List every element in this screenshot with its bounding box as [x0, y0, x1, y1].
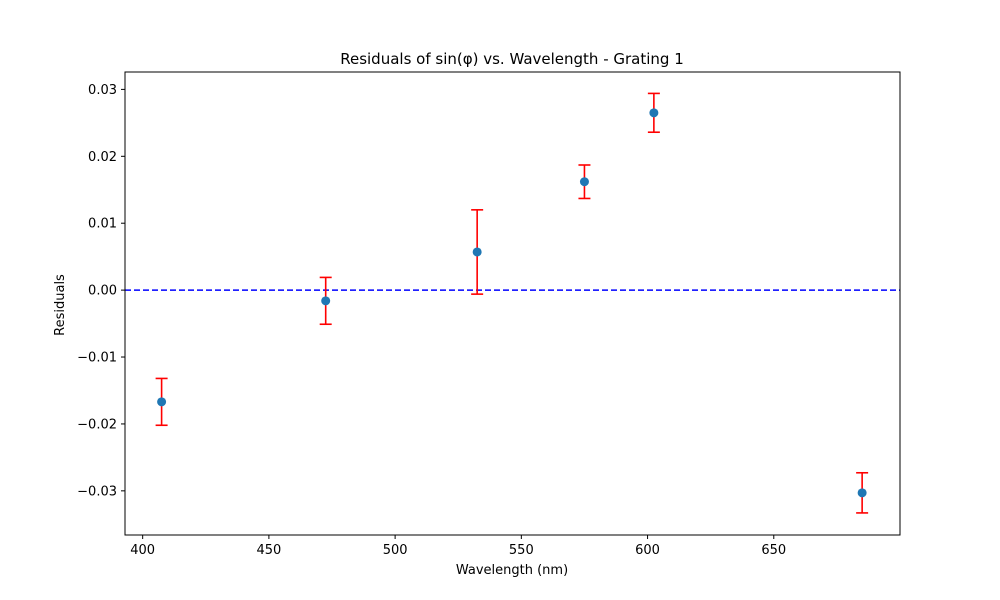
- x-tick-label-4: 600: [635, 543, 660, 558]
- x-tick-label-5: 650: [761, 543, 786, 558]
- y-tick-label-2: −0.01: [77, 351, 117, 366]
- data-point-3: [579, 177, 589, 187]
- y-axis-label: Residuals: [53, 274, 68, 336]
- data-point-2: [472, 247, 482, 257]
- y-tick-label-5: 0.02: [88, 150, 117, 165]
- plot-area: 400 450 500 550 600 650 −0.03 −0.02 −0.01 0.00 0.0…: [77, 71, 901, 558]
- plot-frame: [124, 71, 901, 536]
- x-tick-label-1: 450: [256, 543, 281, 558]
- y-tick-label-1: −0.02: [77, 417, 117, 432]
- data-point-0: [157, 397, 167, 407]
- y-tick-label-4: 0.01: [88, 217, 117, 232]
- y-tick-label-3: 0.00: [88, 284, 117, 299]
- x-tick-label-0: 400: [130, 543, 155, 558]
- data-point-5: [857, 488, 867, 498]
- data-point-1: [321, 296, 331, 306]
- x-tick-label-3: 550: [509, 543, 534, 558]
- x-axis-label: Wavelength (nm): [456, 563, 568, 578]
- data-point-4: [649, 108, 659, 118]
- chart-title: Residuals of sin(φ) vs. Wavelength - Gra…: [340, 50, 684, 68]
- y-tick-label-6: 0.03: [88, 83, 117, 98]
- y-tick-label-0: −0.03: [77, 484, 117, 499]
- x-tick-label-2: 500: [383, 543, 408, 558]
